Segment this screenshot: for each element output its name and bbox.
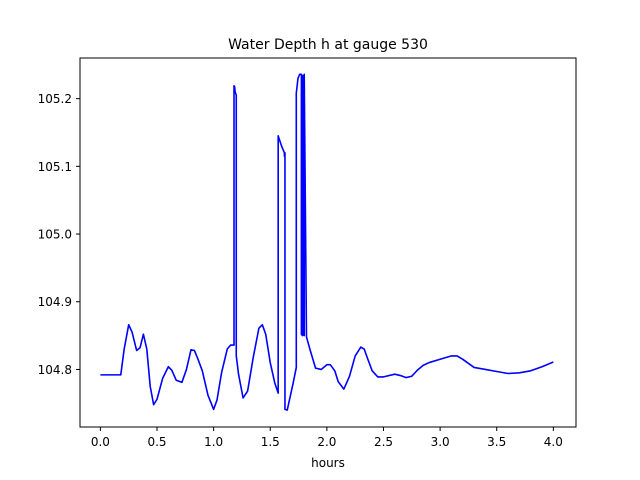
y-tick-label: 104.9 <box>38 295 72 309</box>
plot-area <box>100 73 554 411</box>
plot-frame <box>79 57 577 428</box>
series-line-0 <box>100 73 554 411</box>
x-tick-label: 1.5 <box>261 435 280 449</box>
x-tick-label: 1.0 <box>204 435 223 449</box>
x-tick-label: 2.0 <box>317 435 336 449</box>
y-tick-label: 105.1 <box>38 160 72 174</box>
y-tick-label: 105.2 <box>38 92 72 106</box>
x-axis: 0.0 0.5 1.0 1.5 2.0 2.5 3.0 3.5 4.0 <box>91 427 563 449</box>
x-axis-label: hours <box>311 456 345 470</box>
x-tick-label: 3.0 <box>431 435 450 449</box>
x-tick-label: 3.5 <box>487 435 506 449</box>
y-axis: 104.8 104.9 105.0 105.1 105.2 <box>38 92 80 377</box>
x-tick-label: 2.5 <box>374 435 393 449</box>
x-tick-label: 0.0 <box>91 435 110 449</box>
x-tick-label: 0.5 <box>147 435 166 449</box>
chart-title: Water Depth h at gauge 530 <box>228 37 428 53</box>
y-tick-label: 104.8 <box>38 363 72 377</box>
y-tick-label: 105.0 <box>38 228 72 242</box>
x-tick-label: 4.0 <box>544 435 563 449</box>
